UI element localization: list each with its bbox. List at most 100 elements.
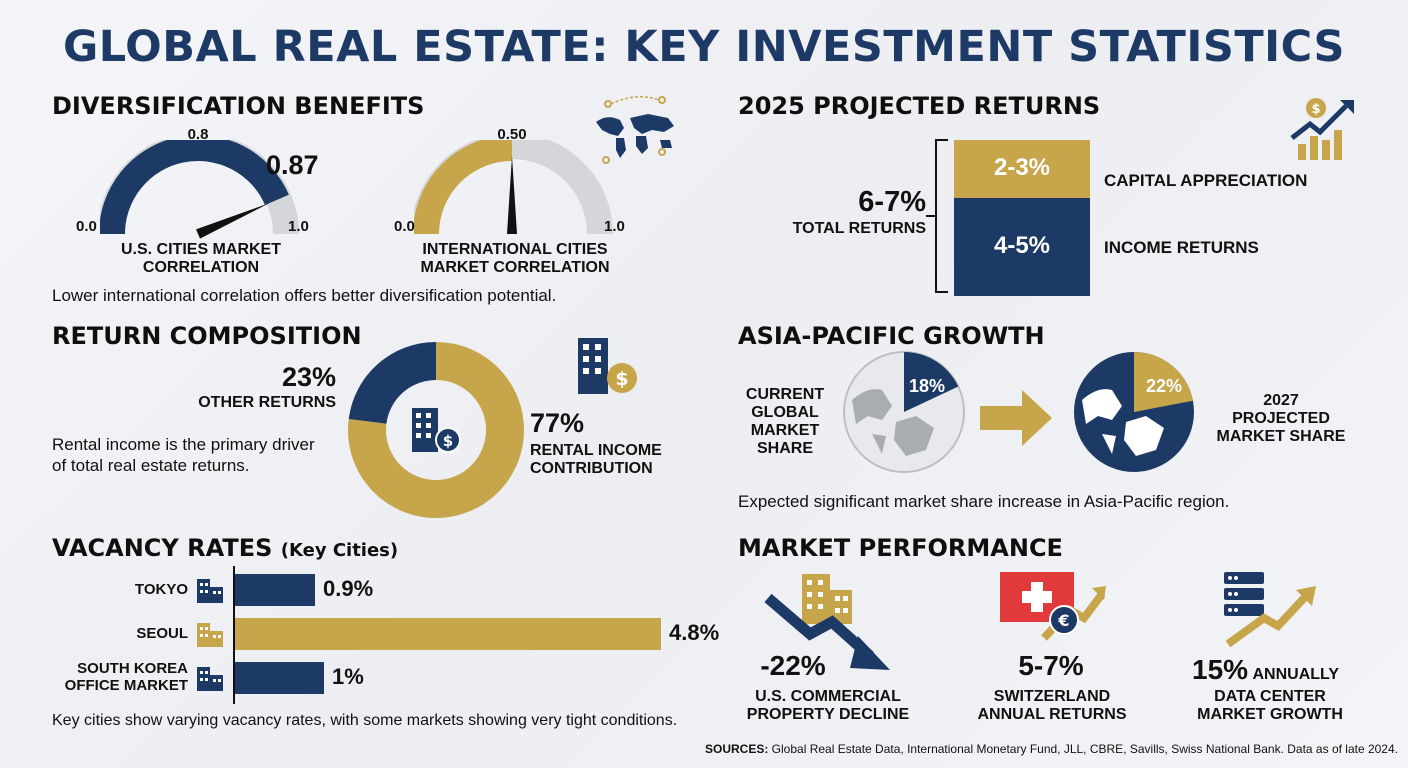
income-returns-segment [954,198,1090,296]
us-decline-label: U.S. COMMERCIAL PROPERTY DECLINE [730,688,926,724]
sources-footnote: SOURCES: Global Real Estate Data, Intern… [640,742,1398,756]
server-growth-icon [1224,572,1316,648]
other-returns-slice [348,342,436,424]
building-dollar-icon: $ [412,408,461,453]
us-gauge-caption-line2: CORRELATION [142,259,260,276]
svg-text:€: € [1057,611,1069,630]
us-gauge-min: 0.0 [76,218,97,235]
intl-gauge-min: 0.0 [394,218,415,235]
page-title: GLOBAL REAL ESTATE: KEY INVESTMENT STATI… [63,22,1345,72]
svg-text:$: $ [615,368,628,390]
us-correlation-gauge [100,140,299,239]
us-decline-value: -22% [760,650,826,681]
total-returns-label: TOTAL RETURNS [792,220,926,237]
vacancy-heading: VACANCY RATES (Key Cities) [52,534,398,562]
vacancy-value-label: 0.9% [323,576,374,601]
rental-income-label-line1: RENTAL INCOME [530,442,662,459]
vacancy-heading-main: VACANCY RATES [52,534,273,562]
return-composition-donut: $ [347,342,524,518]
rental-income-label: RENTAL INCOME CONTRIBUTION [530,442,662,478]
intl-gauge-caption: INTERNATIONAL CITIES MARKET CORRELATION [400,241,630,277]
svg-text:$: $ [443,432,453,450]
intl-gauge-caption-line1: INTERNATIONAL CITIES [422,241,608,258]
rental-income-label-line2: CONTRIBUTION [530,460,653,477]
city-building-icon [197,623,223,647]
intl-gauge-top-label: 0.50 [497,126,527,143]
vacancy-category-label: TOKYO [135,581,188,598]
projected-share-value: 22% [1145,376,1183,396]
vacancy-category-line: TOKYO [134,581,188,598]
us-gauge-caption-line1: U.S. CITIES MARKET [120,241,281,258]
composition-note: Rental income is the primary driver of t… [52,434,315,476]
total-returns-value: 6-7% [858,186,926,218]
asia-heading: ASIA-PACIFIC GROWTH [738,322,1045,350]
sources-prefix: SOURCES: [704,742,769,756]
projected-heading: 2025 PROJECTED RETURNS [738,92,1101,120]
current-share-label-line1: CURRENT [745,386,825,403]
us-decline-label-line2: PROPERTY DECLINE [746,706,910,723]
vacancy-bar [235,618,661,650]
gauge-fill [100,140,289,235]
svg-text:$: $ [1311,102,1320,117]
switzerland-returns-value: 5-7% [1018,650,1084,681]
vacancy-heading-sub: (Key Cities) [280,540,399,561]
current-share-globe [843,351,965,473]
intl-gauge-caption-line2: MARKET CORRELATION [420,259,610,276]
us-gauge-top-label: 0.8 [187,126,209,143]
capital-appreciation-segment [954,140,1090,198]
income-returns-label: INCOME RETURNS [1104,238,1259,257]
world-map-icon [596,96,674,164]
projected-share-label-line1: 2027 [1263,392,1299,409]
switzerland-returns-label-line1: SWITZERLAND [993,688,1111,705]
us-gauge-max: 1.0 [288,218,309,235]
data-center-growth-value: 15% [1192,654,1249,685]
other-returns-label: OTHER RETURNS [198,394,336,411]
decline-chart-icon [764,574,890,670]
total-bracket [926,139,948,293]
diversification-heading: DIVERSIFICATION BENEFITS [52,92,425,120]
vacancy-bar-chart: TOKYO 0.9% SEOUL 4.8% SOUTH KOREA OFFICE MARK… [40,562,719,710]
market-heading: MARKET PERFORMANCE [738,534,1063,562]
income-returns-value: 4-5% [993,232,1051,259]
current-share-label-line2: GLOBAL [751,404,819,421]
data-center-growth-label-line1: DATA CENTER [1214,688,1326,705]
intl-gauge-max: 1.0 [604,218,625,235]
composition-heading: RETURN COMPOSITION [52,322,362,350]
projected-share-label-line3: MARKET SHARE [1216,428,1346,445]
capital-appreciation-label: CAPITAL APPRECIATION [1104,171,1308,190]
gauge-needle [196,203,270,239]
swiss-flag-euro-icon: € [1000,572,1106,641]
rental-income-slice [347,342,524,518]
current-share-label-line3: MARKET [750,422,820,439]
rental-income-value: 77% [530,408,585,438]
vacancy-bar [235,574,315,606]
us-decline-label-line1: U.S. COMMERCIAL [755,688,901,705]
projected-share-label: 2027 PROJECTED MARKET SHARE [1200,392,1362,446]
projected-share-label-line2: PROJECTED [1232,410,1330,427]
sources-text: Global Real Estate Data, International M… [771,742,1398,756]
vacancy-category-label: SOUTH KOREA OFFICE MARKET [65,660,188,694]
capital-appreciation-value: 2-3% [993,154,1051,181]
vacancy-value-label: 1% [332,664,364,689]
us-gauge-caption: U.S. CITIES MARKET CORRELATION [96,241,306,277]
current-share-value: 18% [908,376,946,396]
current-share-label: CURRENT GLOBAL MARKET SHARE [730,386,840,458]
vacancy-category-label: SEOUL [136,625,188,642]
growth-chart-icon: $ [1290,98,1354,160]
data-center-growth-value-row: 15% ANNUALLY [1192,654,1339,686]
intl-correlation-gauge [414,140,613,235]
gauge-needle [507,156,517,234]
composition-note-line2: of total real estate returns. [52,456,250,475]
switzerland-returns-label: SWITZERLAND ANNUAL RETURNS [960,688,1144,724]
data-center-growth-label: DATA CENTER MARKET GROWTH [1178,688,1362,724]
current-share-label-line4: SHARE [756,440,813,457]
vacancy-bar [235,662,324,694]
vacancy-axis-line [233,566,235,704]
projected-share-globe [1074,352,1194,472]
vacancy-note: Key cities show varying vacancy rates, w… [52,712,678,729]
vacancy-category-line: SEOUL [136,625,188,642]
gauge-fill [414,140,513,235]
us-gauge-value: 0.87 [266,150,319,180]
projected-share-slice [1134,352,1193,412]
other-returns-value: 23% [281,362,336,392]
